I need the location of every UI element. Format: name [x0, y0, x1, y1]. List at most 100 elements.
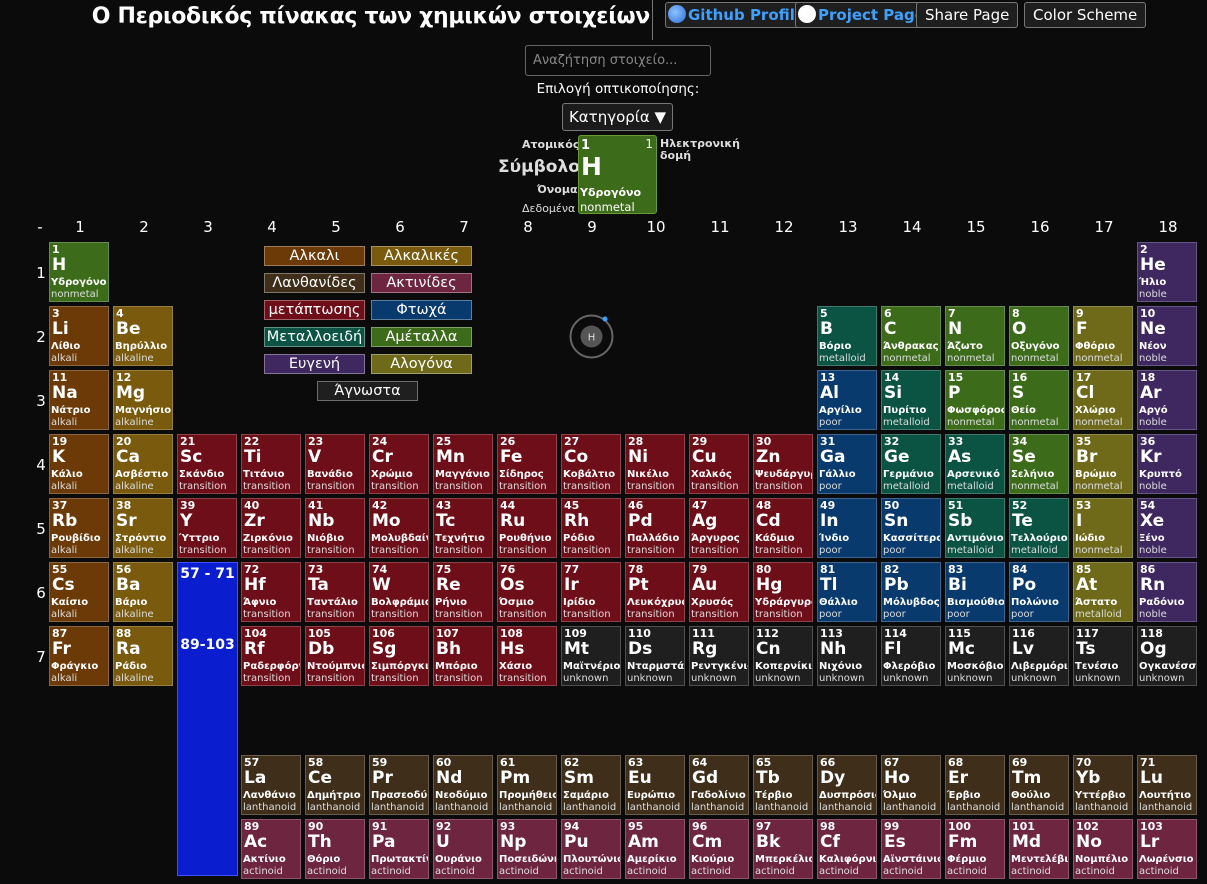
element-nb[interactable]: 41 Nb Νιόβιο transition — [305, 498, 365, 558]
element-k[interactable]: 19 K Κάλιο alkali — [49, 434, 109, 494]
visualization-select[interactable]: Κατηγορία ▼ — [562, 103, 673, 131]
element-ti[interactable]: 22 Ti Τιτάνιο transition — [241, 434, 301, 494]
element-n[interactable]: 7 N Άζωτο nonmetal — [945, 306, 1005, 366]
element-rh[interactable]: 45 Rh Ρόδιο transition — [561, 498, 621, 558]
element-ir[interactable]: 77 Ir Ιρίδιο transition — [561, 562, 621, 622]
element-ta[interactable]: 73 Ta Ταντάλιο transition — [305, 562, 365, 622]
element-cs[interactable]: 55 Cs Καίσιο alkali — [49, 562, 109, 622]
f-block-placeholder[interactable]: 57 - 71 89-103 — [177, 562, 238, 876]
element-li[interactable]: 3 Li Λίθιο alkali — [49, 306, 109, 366]
element-os[interactable]: 76 Os Όσμιο transition — [497, 562, 557, 622]
element-at[interactable]: 85 At Άστατο metalloid — [1073, 562, 1133, 622]
category-filter-halogen[interactable]: Αλογόνα — [371, 354, 472, 374]
element-xe[interactable]: 54 Xe Ξένο noble — [1137, 498, 1197, 558]
element-fr[interactable]: 87 Fr Φράγκιο alkali — [49, 626, 109, 686]
element-co[interactable]: 27 Co Κοβάλτιο transition — [561, 434, 621, 494]
element-ag[interactable]: 47 Ag Άργυρος transition — [689, 498, 749, 558]
element-nh[interactable]: 113 Nh Νιχόνιο unknown — [817, 626, 877, 686]
category-filter-lanthanoid[interactable]: Λανθανίδες — [264, 273, 365, 293]
element-be[interactable]: 4 Be Βηρύλλιο alkaline — [113, 306, 173, 366]
element-ho[interactable]: 67 Ho Όλμιο lanthanoid — [881, 755, 941, 815]
element-he[interactable]: 2 He Ήλιο noble — [1137, 242, 1197, 302]
element-hs[interactable]: 108 Hs Χάσιο transition — [497, 626, 557, 686]
element-ru[interactable]: 44 Ru Ρουθήνιο transition — [497, 498, 557, 558]
element-cl[interactable]: 17 Cl Χλώριο nonmetal — [1073, 370, 1133, 430]
category-filter-nonmetal[interactable]: Αμέταλλα — [371, 327, 472, 347]
element-tb[interactable]: 65 Tb Τέρβιο lanthanoid — [753, 755, 813, 815]
element-in[interactable]: 49 In Ίνδιο poor — [817, 498, 877, 558]
element-er[interactable]: 68 Er Έρβιο lanthanoid — [945, 755, 1005, 815]
element-kr[interactable]: 36 Kr Κρυπτό noble — [1137, 434, 1197, 494]
element-gd[interactable]: 64 Gd Γαδολίνιο lanthanoid — [689, 755, 749, 815]
category-filter-unknown[interactable]: Άγνωστα — [317, 381, 418, 401]
element-re[interactable]: 75 Re Ρήνιο transition — [433, 562, 493, 622]
element-cr[interactable]: 24 Cr Χρώμιο transition — [369, 434, 429, 494]
element-tc[interactable]: 43 Tc Τεχνήτιο transition — [433, 498, 493, 558]
element-fe[interactable]: 26 Fe Σίδηρος transition — [497, 434, 557, 494]
element-si[interactable]: 14 Si Πυρίτιο metalloid — [881, 370, 941, 430]
element-bh[interactable]: 107 Bh Μπόριο transition — [433, 626, 493, 686]
element-ra[interactable]: 88 Ra Ράδιο alkaline — [113, 626, 173, 686]
element-as[interactable]: 33 As Αρσενικό metalloid — [945, 434, 1005, 494]
element-v[interactable]: 23 V Βανάδιο transition — [305, 434, 365, 494]
category-filter-noble[interactable]: Ευγενή — [264, 354, 365, 374]
element-lr[interactable]: 103 Lr Λωρένσιο actinoid — [1137, 819, 1197, 879]
element-pm[interactable]: 61 Pm Προμήθειο lanthanoid — [497, 755, 557, 815]
element-nd[interactable]: 60 Nd Νεοδύμιο lanthanoid — [433, 755, 493, 815]
element-y[interactable]: 39 Y Ύττριο transition — [177, 498, 237, 558]
project-page-link[interactable]: Project Page — [795, 2, 928, 28]
element-hf[interactable]: 72 Hf Άφνιο transition — [241, 562, 301, 622]
element-yb[interactable]: 70 Yb Υττέρβιο lanthanoid — [1073, 755, 1133, 815]
element-pb[interactable]: 82 Pb Μόλυβδος poor — [881, 562, 941, 622]
element-bk[interactable]: 97 Bk Μπερκέλιο actinoid — [753, 819, 813, 879]
element-fl[interactable]: 114 Fl Φλερόβιο unknown — [881, 626, 941, 686]
element-mn[interactable]: 25 Mn Μαγγάνιο transition — [433, 434, 493, 494]
element-au[interactable]: 79 Au Χρυσός transition — [689, 562, 749, 622]
element-br[interactable]: 35 Br Βρώμιο nonmetal — [1073, 434, 1133, 494]
element-u[interactable]: 92 U Ουράνιο actinoid — [433, 819, 493, 879]
element-eu[interactable]: 63 Eu Ευρώπιο lanthanoid — [625, 755, 685, 815]
element-ca[interactable]: 20 Ca Ασβέστιο alkaline — [113, 434, 173, 494]
element-i[interactable]: 53 I Ιώδιο nonmetal — [1073, 498, 1133, 558]
element-ga[interactable]: 31 Ga Γάλλιο poor — [817, 434, 877, 494]
element-md[interactable]: 101 Md Μεντελέβιο actinoid — [1009, 819, 1069, 879]
element-s[interactable]: 16 S Θείο nonmetal — [1009, 370, 1069, 430]
element-o[interactable]: 8 O Οξυγόνο nonmetal — [1009, 306, 1069, 366]
element-rn[interactable]: 86 Rn Ραδόνιο noble — [1137, 562, 1197, 622]
element-es[interactable]: 99 Es Αϊνστάινιο actinoid — [881, 819, 941, 879]
element-ge[interactable]: 32 Ge Γερμάνιο metalloid — [881, 434, 941, 494]
category-filter-poor[interactable]: Φτωχά — [371, 300, 472, 320]
element-dy[interactable]: 66 Dy Δυσπρόσιο lanthanoid — [817, 755, 877, 815]
category-filter-actinoid[interactable]: Ακτινίδες — [371, 273, 472, 293]
element-bi[interactable]: 83 Bi Βισμούθιο poor — [945, 562, 1005, 622]
color-scheme-button[interactable]: Color Scheme — [1024, 2, 1147, 28]
element-ac[interactable]: 89 Ac Ακτίνιο actinoid — [241, 819, 301, 879]
element-te[interactable]: 52 Te Τελλούριο metalloid — [1009, 498, 1069, 558]
element-sr[interactable]: 38 Sr Στρόντιο alkaline — [113, 498, 173, 558]
element-mt[interactable]: 109 Mt Μαϊτνέριο unknown — [561, 626, 621, 686]
element-la[interactable]: 57 La Λανθάνιο lanthanoid — [241, 755, 301, 815]
element-am[interactable]: 95 Am Αμερίκιο actinoid — [625, 819, 685, 879]
element-tm[interactable]: 69 Tm Θούλιο lanthanoid — [1009, 755, 1069, 815]
search-input[interactable] — [525, 45, 711, 76]
element-sm[interactable]: 62 Sm Σαμάριο lanthanoid — [561, 755, 621, 815]
element-pu[interactable]: 94 Pu Πλουτώνιο actinoid — [561, 819, 621, 879]
element-pd[interactable]: 46 Pd Παλλάδιο transition — [625, 498, 685, 558]
element-ar[interactable]: 18 Ar Αργό noble — [1137, 370, 1197, 430]
element-na[interactable]: 11 Na Νάτριο alkali — [49, 370, 109, 430]
element-fm[interactable]: 100 Fm Φέρμιο actinoid — [945, 819, 1005, 879]
element-b[interactable]: 5 B Βόριο metalloid — [817, 306, 877, 366]
element-ne[interactable]: 10 Ne Νέον noble — [1137, 306, 1197, 366]
element-cd[interactable]: 48 Cd Κάδμιο transition — [753, 498, 813, 558]
share-page-button[interactable]: Share Page — [916, 2, 1019, 28]
element-rg[interactable]: 111 Rg Ρεντγκένιο unknown — [689, 626, 749, 686]
category-filter-transition[interactable]: μετάπτωσης — [264, 300, 365, 320]
